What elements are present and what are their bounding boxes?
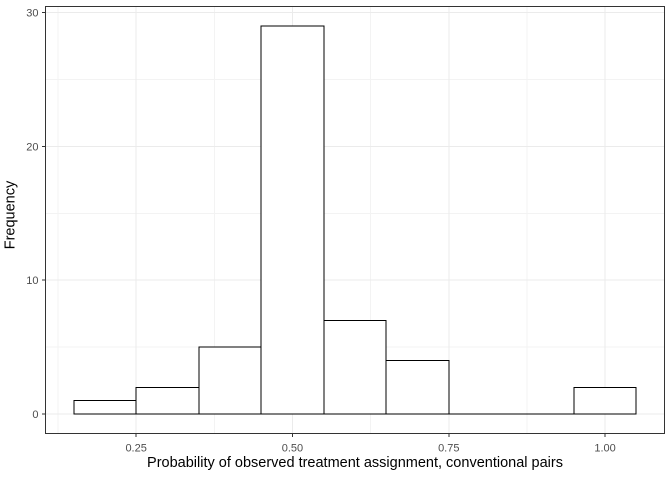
histogram-bar: [73, 400, 137, 415]
histogram-bar: [198, 346, 262, 415]
x-tick-label: 0.75: [438, 443, 459, 455]
x-tick-label: 0.25: [125, 443, 146, 455]
histogram-bar: [573, 386, 637, 415]
y-tick-label: 30: [26, 8, 38, 20]
y-tick-label: 0: [32, 409, 38, 421]
x-tick-label: 0.50: [282, 443, 303, 455]
y-tick-label: 10: [26, 275, 38, 287]
histogram-bar: [260, 25, 325, 415]
histogram-bar: [385, 360, 450, 415]
histogram-bar: [135, 386, 200, 415]
x-axis-title: Probability of observed treatment assign…: [147, 455, 563, 471]
x-tick-label: 1.00: [594, 443, 615, 455]
y-axis-title: Frequency: [2, 180, 19, 250]
y-tick-label: 20: [26, 141, 38, 153]
panel-border: [45, 6, 665, 434]
histogram-bar: [323, 319, 387, 415]
